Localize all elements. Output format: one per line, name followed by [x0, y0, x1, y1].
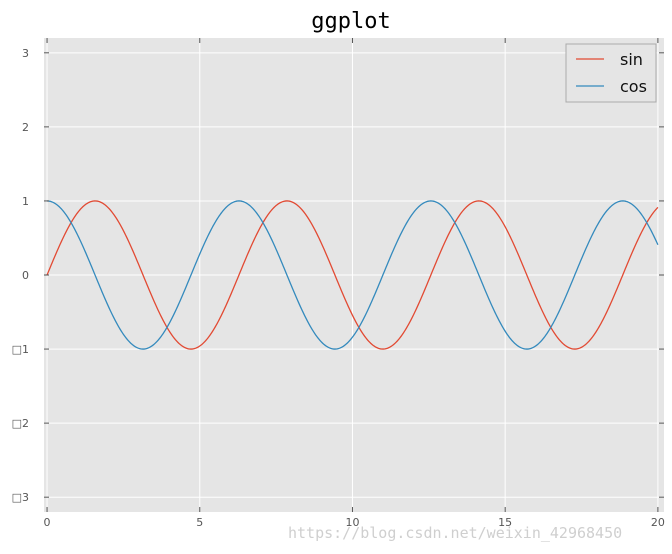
legend-box	[565, 43, 657, 103]
watermark: https://blog.csdn.net/weixin_42968450	[288, 524, 622, 542]
y-tick-label: □1	[12, 343, 29, 356]
grid-lines	[44, 38, 664, 512]
series-line-cos	[47, 200, 659, 350]
x-tick-label: 0	[44, 516, 51, 529]
y-tick-label: 2	[22, 121, 29, 134]
x-tick-label: 10	[345, 516, 359, 529]
legend: sin cos	[565, 43, 657, 103]
series-layer	[46, 200, 659, 350]
y-tick-label: □2	[12, 417, 29, 430]
x-tick-label: 20	[651, 516, 665, 529]
x-axis-ticks: 0 5 10 15 20	[44, 38, 665, 529]
chart-title: ggplot	[311, 9, 390, 34]
y-tick-label: 1	[22, 195, 29, 208]
y-tick-label: 0	[22, 269, 29, 282]
series-line-sin	[46, 200, 659, 350]
x-tick-label: 5	[196, 516, 203, 529]
legend-label-cos: cos	[620, 77, 647, 96]
y-tick-label: 3	[22, 47, 29, 60]
y-tick-label: □3	[12, 491, 29, 504]
y-axis-ticks: 3 2 1 0 □1 □2 □3	[12, 47, 664, 504]
legend-label-sin: sin	[620, 50, 643, 69]
x-tick-label: 15	[498, 516, 512, 529]
